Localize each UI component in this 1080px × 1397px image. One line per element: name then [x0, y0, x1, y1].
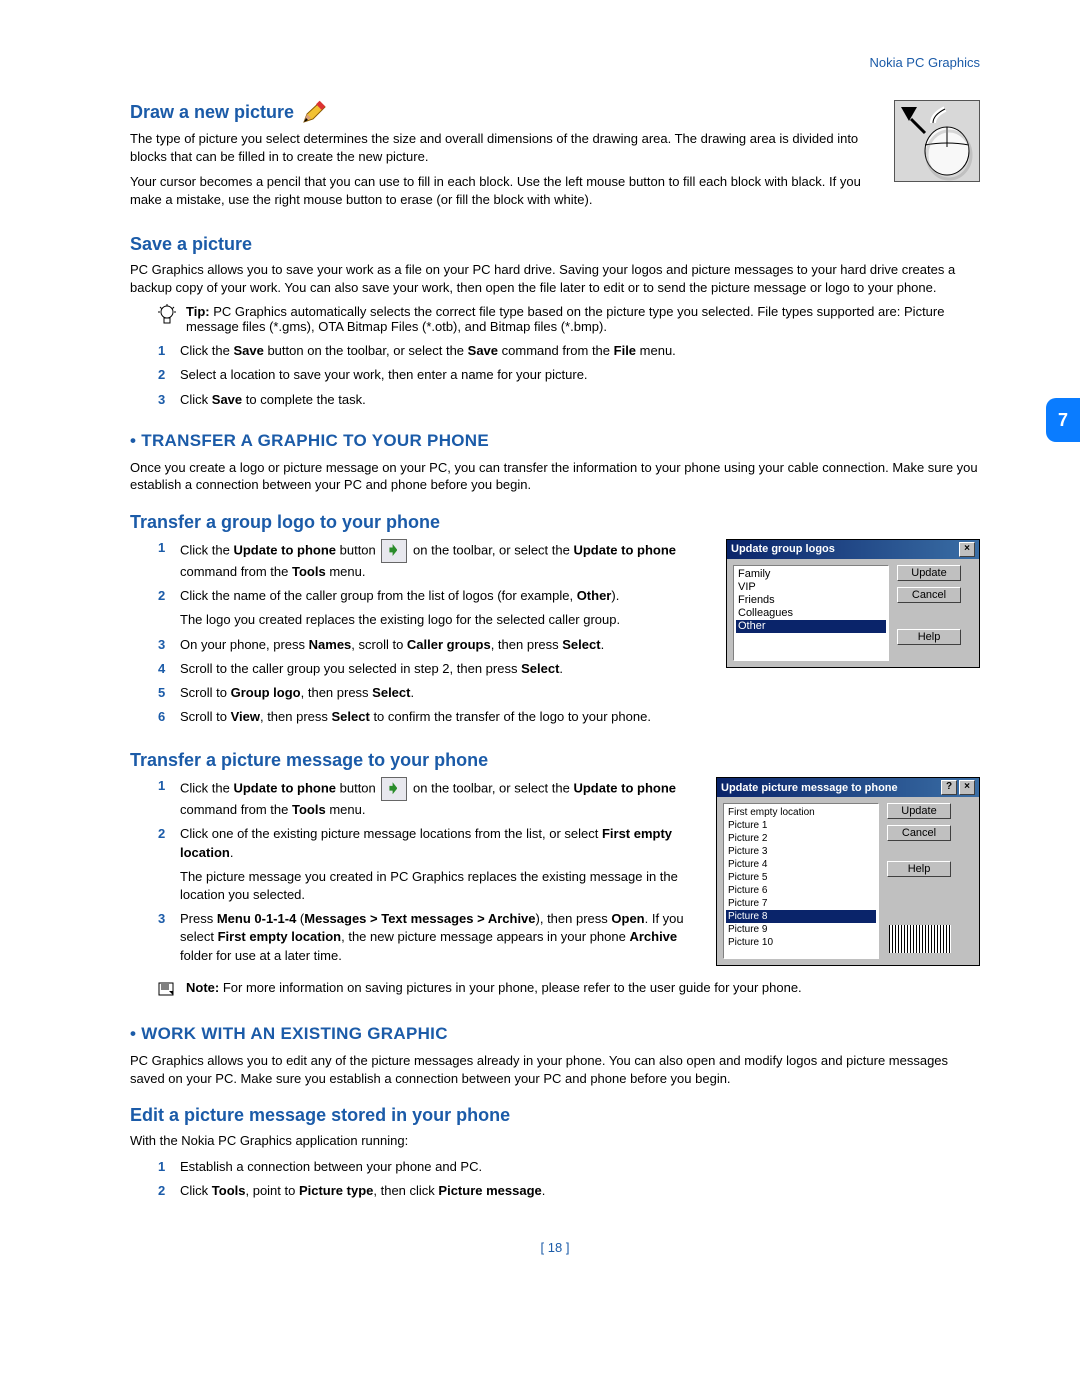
gl-step-2: Click the name of the caller group from … — [158, 587, 980, 605]
heading-pic-msg: Transfer a picture message to your phone — [130, 750, 980, 771]
heading-draw-text: Draw a new picture — [130, 102, 294, 123]
list-item[interactable]: Other — [736, 620, 886, 633]
gl-step-1: Click the Update to phone button on the … — [158, 539, 980, 581]
text-draw-p2: Your cursor becomes a pencil that you ca… — [130, 173, 980, 208]
heading-edit: Edit a picture message stored in your ph… — [130, 1105, 980, 1126]
heading-group-logo: Transfer a group logo to your phone — [130, 512, 980, 533]
section-pic-msg: Update picture message to phone ? × Firs… — [130, 777, 980, 972]
heading-transfer: • TRANSFER A GRAPHIC TO YOUR PHONE — [130, 431, 980, 451]
pm-step-2: Click one of the existing picture messag… — [158, 825, 980, 861]
text-save-p1: PC Graphics allows you to save your work… — [130, 261, 980, 296]
tip-row: Tip: PC Graphics automatically selects t… — [158, 304, 980, 334]
list-item[interactable]: Picture 7 — [726, 897, 876, 910]
text-edit-p1: With the Nokia PC Graphics application r… — [130, 1132, 980, 1150]
pm-step-3: Press Menu 0-1-1-4 (Messages > Text mess… — [158, 910, 980, 965]
update-to-phone-icon — [381, 539, 407, 563]
group-logo-steps: Click the Update to phone button on the … — [158, 539, 980, 605]
list-item[interactable]: Colleagues — [736, 607, 886, 620]
tip-label: Tip: — [186, 304, 210, 319]
mouse-illustration — [894, 100, 980, 182]
edit-step-2: Click Tools, point to Picture type, then… — [158, 1182, 980, 1200]
gl-step-5: Scroll to Group logo, then press Select. — [158, 684, 980, 702]
pm-step-1: Click the Update to phone button on the … — [158, 777, 980, 819]
list-item[interactable]: Picture 5 — [726, 871, 876, 884]
save-step-3: Click Save to complete the task. — [158, 391, 980, 409]
update-to-phone-icon — [381, 777, 407, 801]
text-work-p1: PC Graphics allows you to edit any of th… — [130, 1052, 980, 1087]
pic-msg-steps-cont: Press Menu 0-1-1-4 (Messages > Text mess… — [158, 910, 980, 965]
tip-body: PC Graphics automatically selects the co… — [186, 304, 944, 334]
save-step-2: Select a location to save your work, the… — [158, 366, 980, 384]
pencil-icon — [302, 100, 328, 124]
lightbulb-icon — [158, 304, 176, 326]
header-product: Nokia PC Graphics — [130, 55, 980, 70]
gl-step-3: On your phone, press Names, scroll to Ca… — [158, 636, 980, 654]
save-steps: Click the Save button on the toolbar, or… — [158, 342, 980, 409]
help-button[interactable]: Help — [887, 861, 951, 877]
group-logo-steps-cont: On your phone, press Names, scroll to Ca… — [158, 636, 980, 727]
tip-text: Tip: PC Graphics automatically selects t… — [186, 304, 980, 334]
document-page: Nokia PC Graphics 7 Draw a new picture T… — [0, 0, 1080, 1295]
page-number: [ 18 ] — [130, 1240, 980, 1255]
heading-save: Save a picture — [130, 234, 980, 255]
heading-draw: Draw a new picture — [130, 100, 884, 124]
text-transfer-p1: Once you create a logo or picture messag… — [130, 459, 980, 494]
note-label: Note: — [186, 980, 219, 995]
list-item[interactable]: Picture 6 — [726, 884, 876, 897]
gl-step-4: Scroll to the caller group you selected … — [158, 660, 980, 678]
note-icon — [158, 980, 176, 1002]
note-body: For more information on saving pictures … — [223, 980, 802, 995]
gl-step-6: Scroll to View, then press Select to con… — [158, 708, 980, 726]
edit-step-1: Establish a connection between your phon… — [158, 1158, 980, 1176]
heading-work: • WORK WITH AN EXISTING GRAPHIC — [130, 1024, 980, 1044]
section-draw: Draw a new picture The type of picture y… — [130, 100, 980, 216]
section-group-logo: Update group logos × FamilyVIPFriendsCol… — [130, 539, 980, 732]
edit-steps: Establish a connection between your phon… — [158, 1158, 980, 1200]
chapter-tab: 7 — [1046, 398, 1080, 442]
note-text: Note: For more information on saving pic… — [186, 980, 802, 995]
save-step-1: Click the Save button on the toolbar, or… — [158, 342, 980, 360]
text-draw-p1: The type of picture you select determine… — [130, 130, 980, 165]
note-row: Note: For more information on saving pic… — [158, 980, 980, 1002]
